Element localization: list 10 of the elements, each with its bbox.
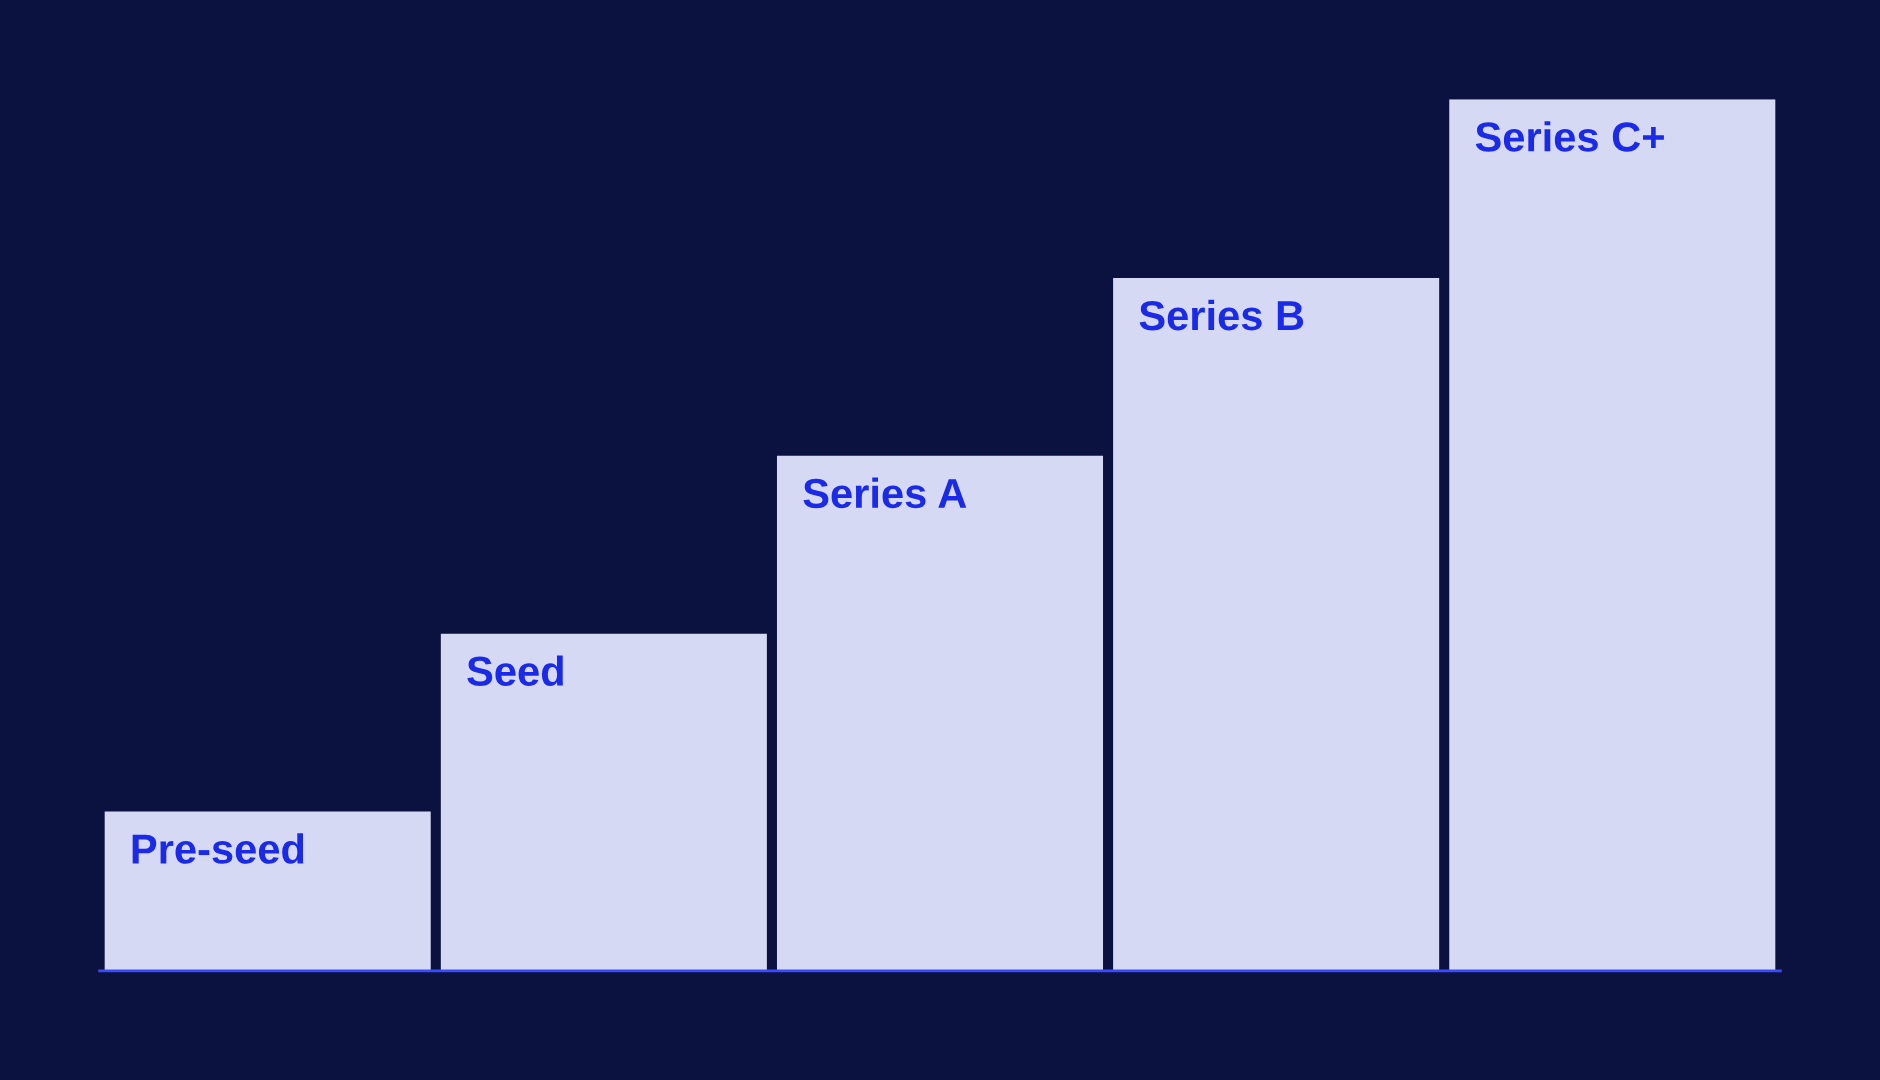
bar	[776, 455, 1104, 971]
x-tick-label: Series C+	[1475, 121, 1664, 152]
x-tick-label: Pre-seed	[132, 833, 304, 864]
bar	[104, 811, 431, 971]
x-tick-label: Seed	[467, 655, 563, 687]
bar	[1449, 99, 1776, 971]
bar	[1113, 278, 1440, 971]
bar	[440, 633, 767, 971]
x-tick-label: Series B	[1139, 299, 1304, 331]
x-tick-label: Series A	[803, 477, 967, 509]
